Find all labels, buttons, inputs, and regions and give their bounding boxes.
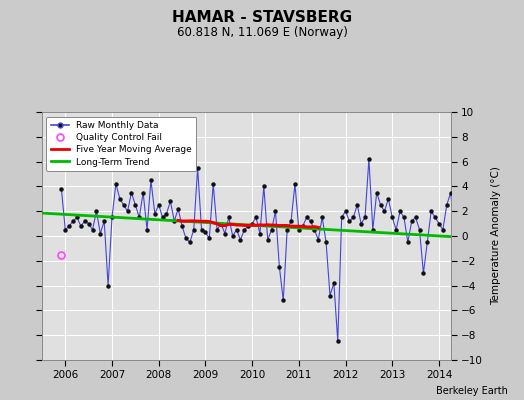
Text: HAMAR - STAVSBERG: HAMAR - STAVSBERG xyxy=(172,10,352,25)
Text: Berkeley Earth: Berkeley Earth xyxy=(436,386,508,396)
Text: 60.818 N, 11.069 E (Norway): 60.818 N, 11.069 E (Norway) xyxy=(177,26,347,39)
Legend: Raw Monthly Data, Quality Control Fail, Five Year Moving Average, Long-Term Tren: Raw Monthly Data, Quality Control Fail, … xyxy=(47,116,196,171)
Y-axis label: Temperature Anomaly (°C): Temperature Anomaly (°C) xyxy=(492,166,501,306)
